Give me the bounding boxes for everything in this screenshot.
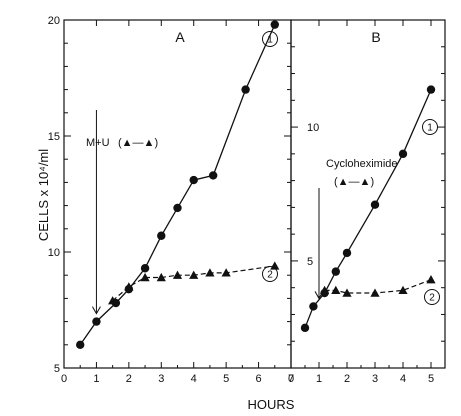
series-number-circle <box>262 266 278 282</box>
x-tick-label: 2 <box>126 373 132 385</box>
data-point-triangle <box>342 288 352 297</box>
data-point-circle <box>76 340 85 349</box>
data-point-triangle <box>140 272 150 282</box>
data-point-circle <box>342 248 352 258</box>
y-tick-label: 10 <box>48 247 60 259</box>
panel-a: 0 1 2 3 4 5 6 7 5 10 15 20 A M+U (▲—▲) 1 2 <box>48 15 294 385</box>
data-point-circle <box>398 149 408 159</box>
data-point-triangle <box>398 285 408 295</box>
data-point-triangle <box>189 270 199 279</box>
x-axis-label: HOURS <box>248 397 295 412</box>
x-tick-label: 5 <box>223 373 229 385</box>
data-point-circle <box>309 302 318 311</box>
x-tick-label: 3 <box>372 373 378 385</box>
data-point-circle <box>426 85 436 94</box>
treatment-label: M+U <box>86 137 110 149</box>
x-tick-label: 0 <box>288 373 294 385</box>
data-point-triangle <box>270 261 280 270</box>
x-tick-label: 6 <box>256 373 262 385</box>
series-number-circle <box>424 289 440 305</box>
data-point-circle <box>300 323 310 333</box>
data-point-triangle <box>108 296 118 305</box>
panel-b: 0 1 2 3 4 5 5 10 B Cycloheximide (▲—▲) 1 2 <box>288 19 446 385</box>
treatment-legend: (▲—▲) <box>334 176 374 188</box>
data-point-circle <box>270 20 279 29</box>
x-tick-label: 7 <box>288 373 294 385</box>
y-tick-label: 20 <box>48 15 60 27</box>
data-point-circle <box>140 264 150 273</box>
plot-frame <box>290 19 446 369</box>
series-number: 1 <box>267 35 273 46</box>
x-tick-label: 4 <box>191 373 197 385</box>
series-line-2 <box>324 279 432 294</box>
x-tick-label: 5 <box>428 373 434 385</box>
y-tick-label: 5 <box>307 256 313 268</box>
panel-title: B <box>371 29 380 45</box>
x-tick-label: 3 <box>158 373 164 385</box>
data-point-triangle <box>331 285 341 295</box>
treatment-label: Cycloheximide <box>326 158 398 170</box>
data-point-triangle <box>124 282 134 291</box>
plot-frame <box>63 19 292 369</box>
arrow-head <box>91 306 101 315</box>
data-point-circle <box>189 175 198 185</box>
data-point-circle <box>157 231 166 240</box>
data-point-circle <box>208 171 218 180</box>
data-point-circle <box>173 203 182 213</box>
series-number: 2 <box>267 270 273 281</box>
y-tick-label: 15 <box>48 131 60 143</box>
data-point-circle <box>92 317 101 326</box>
y-axis-label: CELLS x 10⁴/ml <box>36 149 51 241</box>
x-tick-label: 2 <box>344 373 350 385</box>
data-point-circle <box>241 85 250 94</box>
x-tick-label: 1 <box>316 373 322 385</box>
treatment-legend: (▲—▲) <box>118 137 158 149</box>
series-line-1 <box>79 24 276 346</box>
data-point-circle <box>331 267 340 276</box>
data-point-triangle <box>320 285 330 295</box>
series-number: 2 <box>429 293 435 304</box>
data-point-triangle <box>172 270 183 279</box>
x-tick-label: 0 <box>61 373 67 385</box>
data-point-triangle <box>156 272 166 282</box>
x-tick-label: 1 <box>93 373 99 385</box>
x-tick-label: 4 <box>400 373 406 385</box>
data-point-triangle <box>426 275 436 284</box>
y-tick-label: 5 <box>54 363 60 375</box>
series-number-circle <box>422 119 438 135</box>
y-tick-label: 10 <box>307 122 319 134</box>
data-point-triangle <box>205 268 215 277</box>
panel-title: A <box>175 29 185 45</box>
series-number: 1 <box>427 123 433 134</box>
data-point-triangle <box>370 288 380 297</box>
series-number-circle <box>262 31 278 47</box>
data-point-circle <box>370 200 380 209</box>
data-point-triangle <box>221 268 231 277</box>
